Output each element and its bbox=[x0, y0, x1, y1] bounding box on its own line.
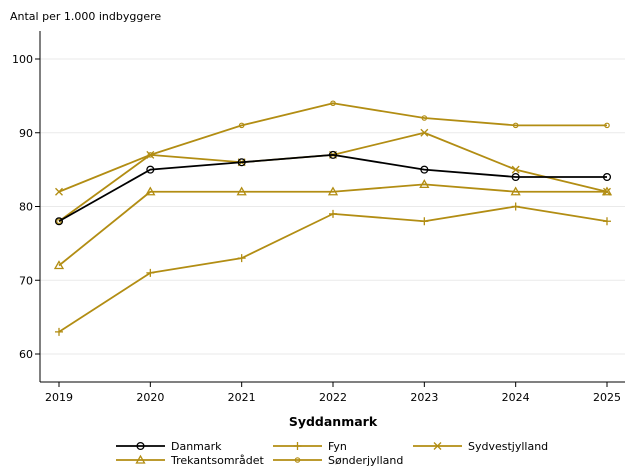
data-point-danmark bbox=[511, 172, 520, 182]
legend-item-danmark: Danmark bbox=[116, 440, 222, 453]
series-line-s-nderjylland bbox=[58, 102, 607, 222]
data-point-fyn bbox=[420, 217, 429, 226]
data-point-danmark bbox=[420, 165, 429, 174]
data-point-sydvestjylland bbox=[420, 128, 429, 137]
y-axis-title: Antal per 1.000 indbyggere bbox=[10, 10, 161, 23]
data-point-trekantsomr-det bbox=[419, 179, 430, 189]
axes: 60 70 80 90 100 2019 2020 2021 2022 2023 2024 2025 bbox=[12, 31, 625, 404]
series-s-nderjylland bbox=[56, 100, 610, 225]
legend-label: Sønderjylland bbox=[328, 454, 403, 467]
data-point-trekantsomr-det bbox=[327, 186, 339, 196]
data-point-sydvestjylland bbox=[511, 165, 520, 174]
data-point-s-nderjylland bbox=[330, 100, 336, 107]
legend-label: Danmark bbox=[171, 440, 222, 453]
x-tick-label: 2023 bbox=[410, 391, 438, 404]
x-tick-label: 2021 bbox=[228, 391, 256, 404]
data-point-s-nderjylland bbox=[421, 115, 428, 121]
data-point-fyn bbox=[237, 254, 246, 263]
data-point-fyn bbox=[146, 268, 155, 277]
data-point-trekantsomr-det bbox=[236, 186, 247, 196]
data-point-trekantsomr-det bbox=[145, 186, 156, 196]
legend-label: Sydvestjylland bbox=[468, 440, 548, 453]
y-tick-label: 60 bbox=[19, 348, 33, 361]
data-point-s-nderjylland bbox=[238, 122, 245, 129]
series-fyn bbox=[55, 202, 611, 336]
series-line-trekantsomr-det bbox=[58, 183, 607, 267]
data-point-fyn bbox=[603, 217, 611, 226]
series-layer bbox=[53, 100, 613, 336]
data-point-trekantsomr-det bbox=[510, 186, 521, 196]
y-tick-label: 100 bbox=[12, 53, 33, 66]
legend-marker bbox=[135, 454, 146, 464]
data-point-trekantsomr-det bbox=[53, 260, 65, 270]
x-tick-label: 2022 bbox=[319, 391, 347, 404]
data-point-sydvestjylland bbox=[55, 187, 63, 196]
data-point-danmark bbox=[146, 165, 155, 174]
data-point-fyn bbox=[55, 327, 63, 336]
legend-marker bbox=[136, 441, 145, 451]
y-tick-label: 70 bbox=[19, 274, 33, 287]
y-tick-label: 90 bbox=[19, 127, 33, 140]
series-line-danmark bbox=[58, 153, 607, 223]
series-line-fyn bbox=[58, 205, 608, 333]
data-point-danmark bbox=[237, 158, 246, 167]
data-point-s-nderjylland bbox=[512, 122, 519, 129]
legend-marker bbox=[293, 442, 302, 450]
legend-item-sydvestjylland: Sydvestjylland bbox=[413, 440, 548, 453]
x-tick-label: 2019 bbox=[45, 391, 73, 404]
series-danmark bbox=[54, 150, 612, 226]
legend-item-s-nderjylland: Sønderjylland bbox=[273, 454, 403, 467]
data-point-danmark bbox=[54, 217, 64, 226]
series-trekantsomr-det bbox=[53, 179, 613, 270]
data-point-danmark bbox=[602, 172, 612, 182]
data-point-danmark bbox=[328, 150, 338, 159]
data-point-fyn bbox=[511, 202, 520, 211]
y-tick-label: 80 bbox=[19, 201, 33, 214]
legend: Danmark Fyn Sydvestjylland Trekantsområdet S… bbox=[116, 440, 548, 467]
x-tick-label: 2025 bbox=[593, 391, 621, 404]
data-point-s-nderjylland bbox=[604, 122, 610, 129]
data-point-trekantsomr-det bbox=[601, 186, 613, 196]
legend-marker bbox=[294, 457, 301, 463]
data-point-s-nderjylland bbox=[56, 218, 62, 225]
data-point-s-nderjylland bbox=[147, 152, 154, 158]
legend-marker bbox=[433, 442, 442, 450]
x-tick-label: 2020 bbox=[136, 391, 164, 404]
data-point-fyn bbox=[329, 209, 337, 218]
legend-item-fyn: Fyn bbox=[273, 440, 347, 453]
x-tick-label: 2024 bbox=[502, 391, 530, 404]
x-axis-title: Syddanmark bbox=[289, 414, 378, 429]
legend-label: Trekantsområdet bbox=[170, 454, 265, 467]
legend-label: Fyn bbox=[328, 440, 347, 453]
legend-item-trekantsomr-det: Trekantsområdet bbox=[116, 454, 265, 467]
